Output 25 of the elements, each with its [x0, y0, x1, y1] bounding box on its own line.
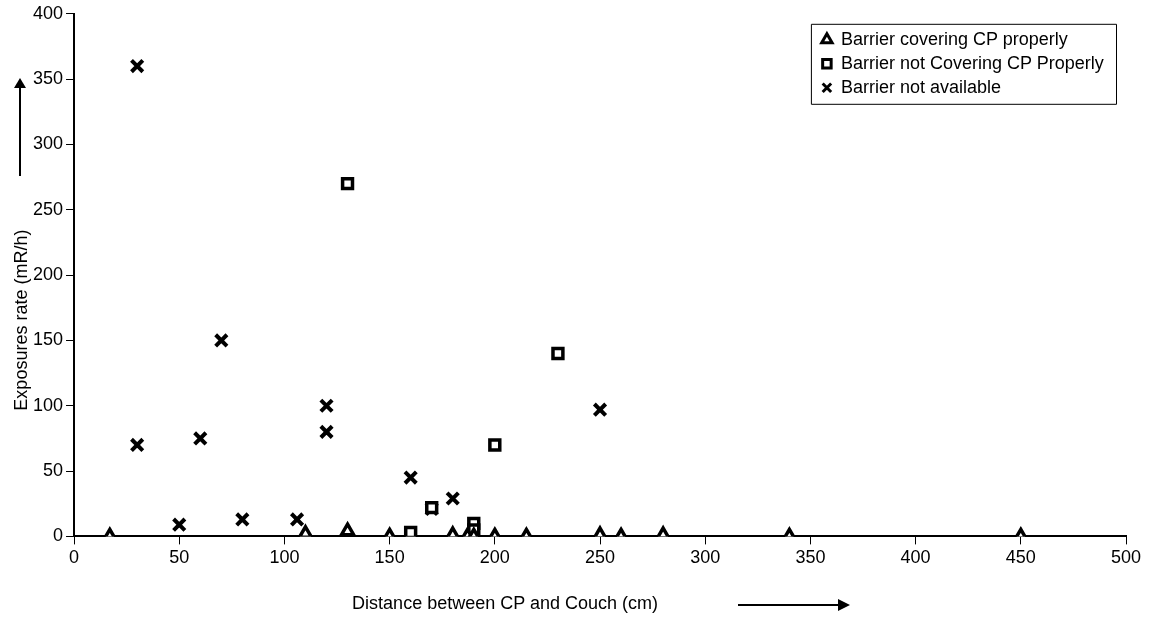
y-axis-title: Exposures rate (mR/h)	[10, 229, 31, 411]
x-tick-label: 0	[69, 547, 80, 568]
y-tick-label: 200	[32, 264, 64, 285]
legend-label: Barrier not available	[840, 76, 1001, 97]
y-tick-label: 50	[43, 460, 64, 481]
x-tick-label: 250	[584, 547, 616, 568]
legend-label: Barrier covering CP properly	[840, 28, 1068, 49]
y-tick-label: 150	[32, 329, 64, 350]
y-tick-label: 0	[53, 525, 64, 546]
y-tick-label: 250	[32, 198, 64, 219]
x-tick-label: 150	[374, 547, 405, 568]
x-tick-label: 300	[690, 547, 721, 568]
x-tick-label: 350	[795, 547, 826, 568]
x-tick-label: 50	[169, 547, 190, 568]
x-tick-label: 100	[269, 547, 300, 568]
x-tick-label: 500	[1110, 547, 1142, 568]
legend-label: Barrier not Covering CP Properly	[840, 52, 1104, 73]
y-tick-label: 100	[32, 394, 64, 415]
y-tick-label: 350	[32, 68, 64, 89]
y-tick-label: 300	[32, 133, 64, 154]
x-axis-title: Distance between CP and Couch (cm)	[352, 593, 658, 614]
x-tick-label: 450	[1005, 547, 1036, 568]
x-tick-label: 200	[479, 547, 510, 568]
y-tick-label: 400	[32, 2, 64, 23]
x-tick-label: 400	[900, 547, 931, 568]
